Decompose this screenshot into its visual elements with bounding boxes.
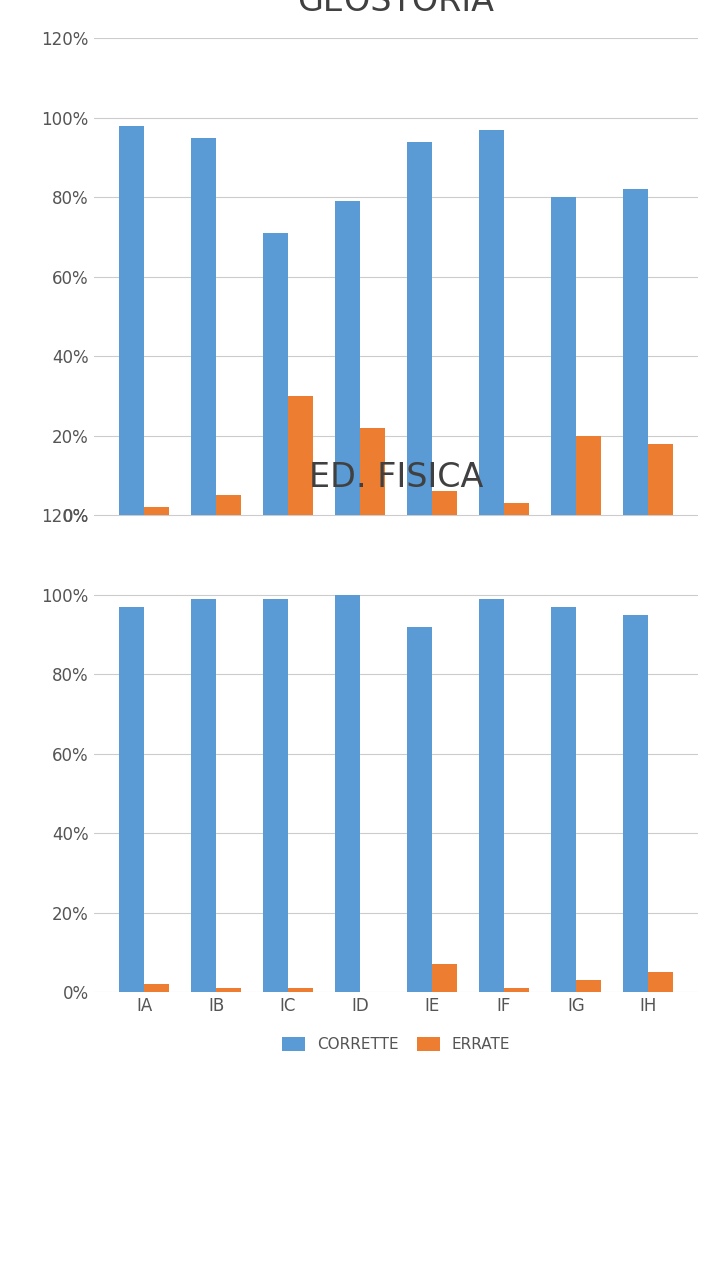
Bar — [432, 492, 457, 516]
Bar — [216, 988, 241, 992]
Bar — [191, 599, 216, 992]
Bar — [288, 988, 313, 992]
Legend: CORRETTE, ERRATE: CORRETTE, ERRATE — [276, 1032, 516, 1059]
Bar — [263, 599, 288, 992]
Bar — [360, 428, 385, 516]
Bar — [407, 142, 432, 516]
Bar — [119, 125, 144, 516]
Bar — [504, 988, 529, 992]
Bar — [144, 984, 169, 992]
Bar — [576, 980, 601, 992]
Bar — [335, 595, 360, 992]
Bar — [335, 201, 360, 516]
Bar — [648, 973, 673, 992]
Bar — [551, 197, 576, 516]
Bar — [407, 626, 432, 992]
Bar — [504, 503, 529, 516]
Title: GEOSTORIA: GEOSTORIA — [297, 0, 495, 18]
Bar — [648, 444, 673, 516]
Bar — [432, 964, 457, 992]
Title: ED. FISICA: ED. FISICA — [309, 462, 483, 494]
Bar — [479, 129, 504, 516]
Bar — [479, 599, 504, 992]
Legend: CORRETTE, ERRATE: CORRETTE, ERRATE — [276, 554, 516, 581]
Bar — [191, 138, 216, 516]
Bar — [144, 507, 169, 516]
Bar — [216, 495, 241, 516]
Bar — [623, 189, 648, 516]
Bar — [551, 607, 576, 992]
Bar — [576, 435, 601, 516]
Bar — [119, 607, 144, 992]
Bar — [263, 233, 288, 516]
Bar — [288, 396, 313, 516]
Bar — [623, 614, 648, 992]
